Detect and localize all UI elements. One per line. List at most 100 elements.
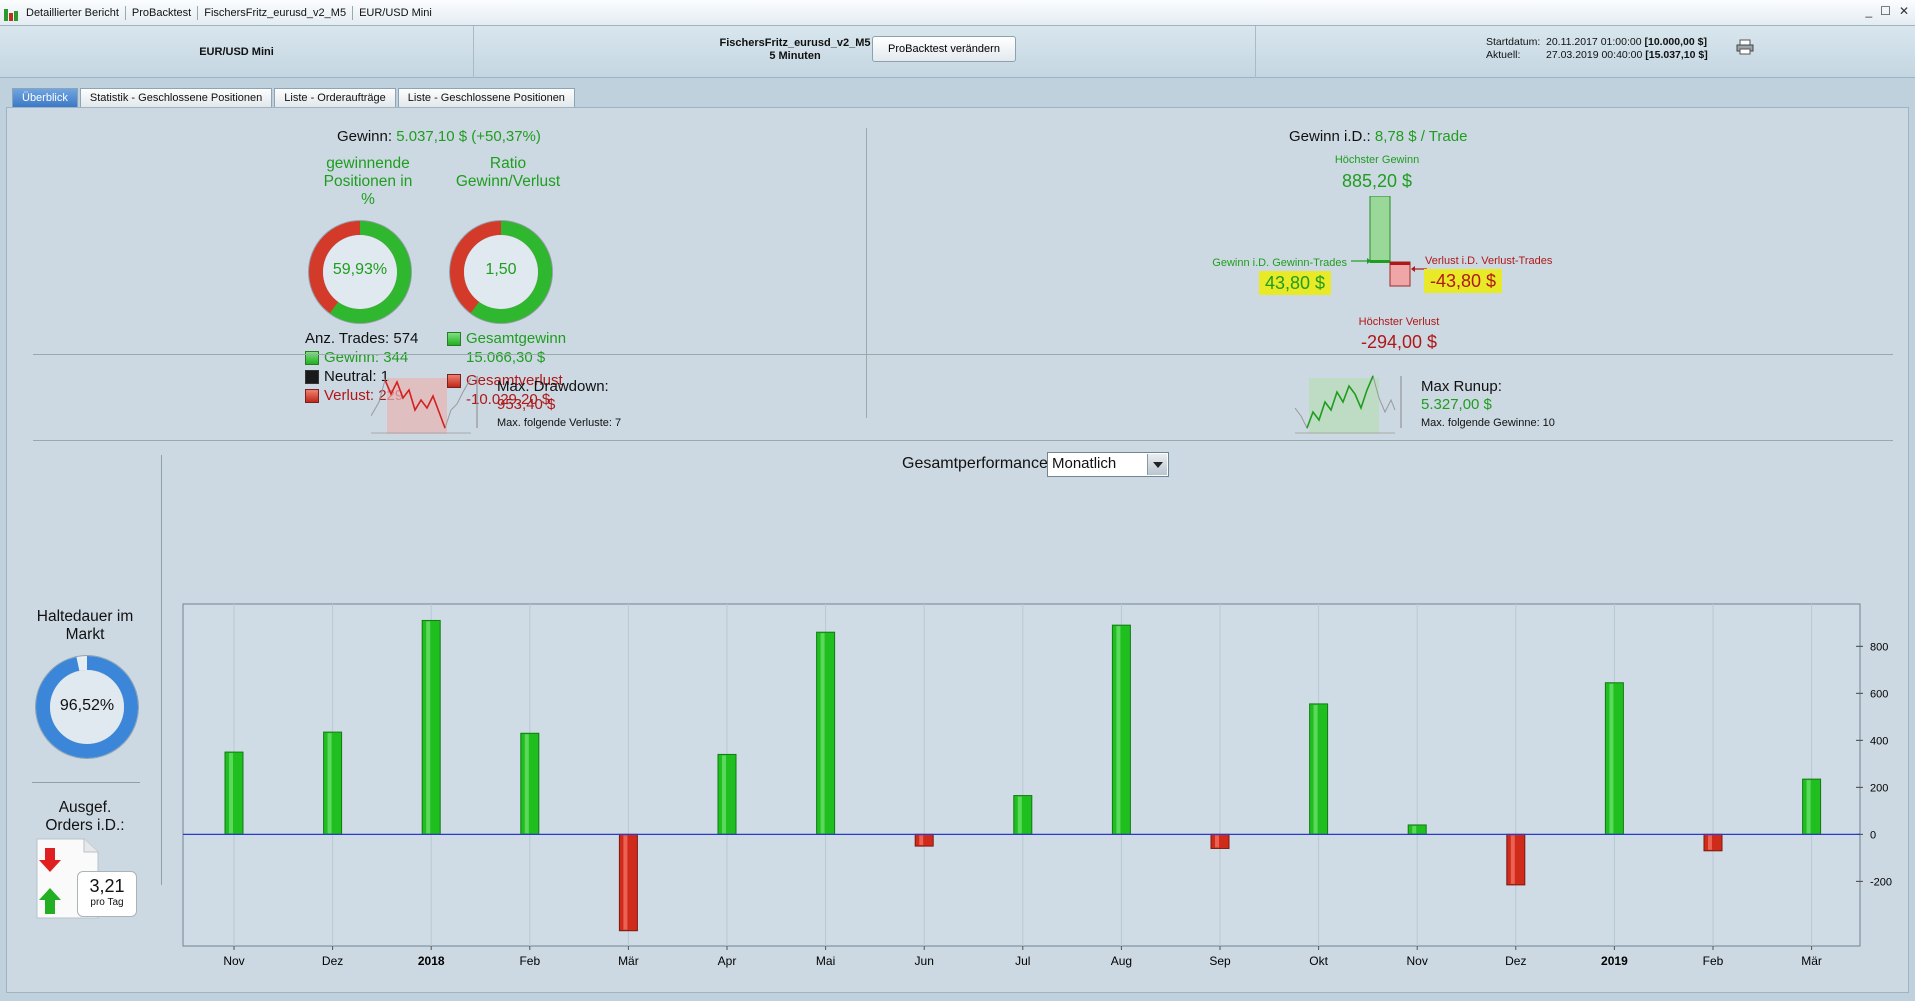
y-tick-label: 400 <box>1870 735 1888 747</box>
modify-probacktest-button[interactable]: ProBacktest verändern <box>872 36 1016 62</box>
green-swatch-icon <box>447 331 461 346</box>
max-loss-value: -294,00 $ <box>1360 332 1438 352</box>
bar <box>1407 824 1427 835</box>
avg-gain-title: Gewinn i.D.: 8,78 $ / Trade <box>1289 128 1467 145</box>
bar-highlight <box>229 753 233 834</box>
avg-loss-arrow-head-icon <box>1411 266 1415 272</box>
orders-title-line1: Ausgef. <box>58 799 112 816</box>
app-chart-icon <box>4 5 20 21</box>
x-tick-label: Okt <box>1309 954 1328 968</box>
drawdown-sparkline-icon <box>371 376 478 434</box>
bar-highlight <box>820 633 825 834</box>
start-capital: [10.000,00 $] <box>1644 36 1707 48</box>
report-header: EUR/USD Mini FischersFritz_eurusd_v2_M5 … <box>0 26 1915 78</box>
runup-sparkline-icon <box>1295 374 1402 434</box>
crumb-detail-report[interactable]: Detaillierter Bericht <box>20 5 126 20</box>
win-pct-donut-arc <box>309 221 411 323</box>
total-gain-value: 15.066,30 $ <box>466 349 546 366</box>
totals-legend: Gesamtgewinn 15.066,30 $ Gesamtverlust -… <box>447 329 566 409</box>
holding-donut-arc <box>36 656 138 758</box>
max-gain-value: 885,20 $ <box>1341 171 1413 191</box>
neutral-trades-label: Neutral: 1 <box>324 368 390 385</box>
win-pct-title: gewinnende Positionen in % <box>297 155 439 209</box>
current-date-label: Aktuell: <box>1486 49 1521 61</box>
bar <box>1309 703 1329 835</box>
bar <box>816 631 836 835</box>
win-pct-value: 59,93% <box>332 261 388 278</box>
bar <box>1111 624 1131 835</box>
x-tick-label: Nov <box>223 954 244 968</box>
current-capital: [15.037,10 $] <box>1645 49 1708 61</box>
avg-win-label: Gewinn i.D. Gewinn-Trades <box>1212 257 1347 269</box>
bar <box>1604 682 1624 835</box>
y-tick-label: 600 <box>1870 688 1888 700</box>
x-tick-label: Mai <box>816 954 835 968</box>
red-swatch-icon <box>447 373 461 388</box>
bar <box>520 732 540 835</box>
crumb-strategy[interactable]: FischersFritz_eurusd_v2_M5 <box>198 5 354 20</box>
tab-overview[interactable]: Überblick <box>12 88 78 107</box>
close-icon[interactable]: ✕ <box>1898 4 1909 18</box>
bar <box>618 833 638 932</box>
avg-gain-label: Gewinn i.D.: <box>1289 128 1371 145</box>
bar-highlight <box>1609 683 1614 834</box>
avg-win-value: 43,80 $ <box>1259 271 1332 295</box>
y-tick-label: 200 <box>1870 782 1888 794</box>
drawdown-sub: Max. folgende Verluste: 7 <box>497 417 622 429</box>
y-tick-label: -200 <box>1870 876 1892 888</box>
drawdown-value: 953,40 $ <box>497 396 556 413</box>
x-tick-label: Mär <box>1801 954 1822 968</box>
ratio-title-line2: Gewinn/Verlust <box>455 173 561 190</box>
x-tick-label: Jun <box>915 954 934 968</box>
crumb-probacktest[interactable]: ProBacktest <box>126 5 199 20</box>
x-tick-label: Sep <box>1209 954 1231 968</box>
win-pct-donut-center <box>323 235 397 309</box>
tab-closed-positions[interactable]: Liste - Geschlossene Positionen <box>397 88 575 107</box>
runup-value: 5.327,00 $ <box>1421 396 1492 413</box>
y-tick-label: 0 <box>1870 829 1876 841</box>
runup-label: Max Runup: <box>1421 378 1502 395</box>
ratio-title: Ratio Gewinn/Verlust <box>437 155 579 191</box>
bar <box>717 753 737 835</box>
x-tick-label: Dez <box>322 954 343 968</box>
bar <box>421 619 441 835</box>
bar-highlight <box>1313 704 1318 834</box>
maximize-icon[interactable]: ☐ <box>1880 4 1891 18</box>
printer-icon[interactable] <box>1736 39 1754 55</box>
total-loss-label: Gesamtverlust <box>466 372 563 389</box>
period-select[interactable]: Monatlich <box>1047 452 1169 477</box>
avg-loss-bar <box>1389 261 1411 287</box>
x-tick-label: Feb <box>1703 954 1724 968</box>
crumb-instrument[interactable]: EUR/USD Mini <box>359 6 432 19</box>
orders-unit: pro Tag <box>90 897 124 908</box>
minimize-icon[interactable]: _ <box>1865 4 1873 18</box>
tab-statistics-closed[interactable]: Statistik - Geschlossene Positionen <box>79 88 273 107</box>
red-swatch-icon <box>305 388 319 403</box>
winning-trades: Gewinn: 344 <box>305 348 418 367</box>
avg-loss-marker <box>1390 262 1410 265</box>
ratio-donut-arc <box>450 221 552 323</box>
bar <box>1013 795 1033 835</box>
bar <box>914 833 934 847</box>
chevron-down-icon[interactable] <box>1147 454 1167 475</box>
avg-loss-highlight: -43,80 $ <box>1424 269 1503 293</box>
orders-title-line2: Orders i.D.: <box>45 817 125 834</box>
bar <box>1506 833 1526 886</box>
start-date-value: 20.11.2017 01:00:00 <box>1546 36 1642 48</box>
bar-highlight <box>1215 835 1219 848</box>
tab-order-list[interactable]: Liste - Orderaufträge <box>274 88 396 107</box>
avg-gain-bar <box>1369 196 1391 263</box>
green-swatch-icon <box>305 350 319 365</box>
x-tick-label: Apr <box>718 954 737 968</box>
holding-time-donut <box>35 655 139 759</box>
bar <box>1210 833 1230 849</box>
total-gain-label: Gesamtgewinn <box>466 330 567 347</box>
win-pct-title-line2: Positionen in <box>323 173 413 190</box>
neutral-trades: Neutral: 1 <box>305 367 418 386</box>
x-tick-label: Feb <box>519 954 540 968</box>
win-pct-donut <box>308 220 412 324</box>
total-loss-value: -10.029,20 $ <box>466 391 551 408</box>
drawdown-label: Max. Drawdown: <box>497 378 609 395</box>
avg-loss-value: -43,80 $ <box>1424 269 1503 293</box>
ratio-title-line1: Ratio <box>489 155 527 172</box>
